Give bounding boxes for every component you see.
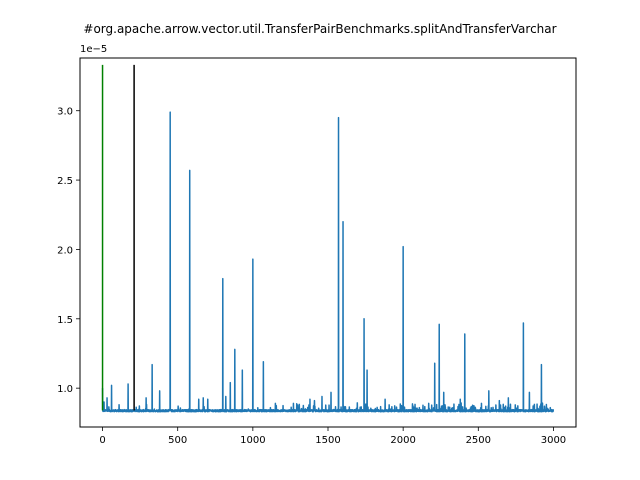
x-tick-label: 2000: [390, 435, 415, 446]
plot-area: [101, 64, 555, 413]
series-line: [101, 111, 555, 413]
y-axis: 1.0 1.5 2.0 2.5 3.0: [57, 107, 80, 395]
chart-title: #org.apache.arrow.vector.util.TransferPa…: [83, 22, 556, 36]
x-tick-label: 2500: [466, 435, 491, 446]
x-tick-label: 1000: [240, 435, 265, 446]
x-tick-label: 500: [168, 435, 187, 446]
y-tick-label: 1.5: [57, 315, 73, 326]
y-tick-label: 1.0: [57, 384, 73, 395]
y-tick-label: 2.5: [57, 176, 73, 187]
x-tick-label: 0: [99, 435, 105, 446]
axes-frame: [79, 57, 577, 428]
y-tick-label: 3.0: [57, 107, 73, 118]
y-scale-label: 1e−5: [80, 44, 107, 55]
y-tick-label: 2.0: [57, 245, 73, 256]
x-tick-label: 3000: [541, 435, 566, 446]
x-tick-label: 1500: [315, 435, 340, 446]
x-axis: 0 500 1000 1500 2000 2500 3000: [99, 427, 566, 446]
